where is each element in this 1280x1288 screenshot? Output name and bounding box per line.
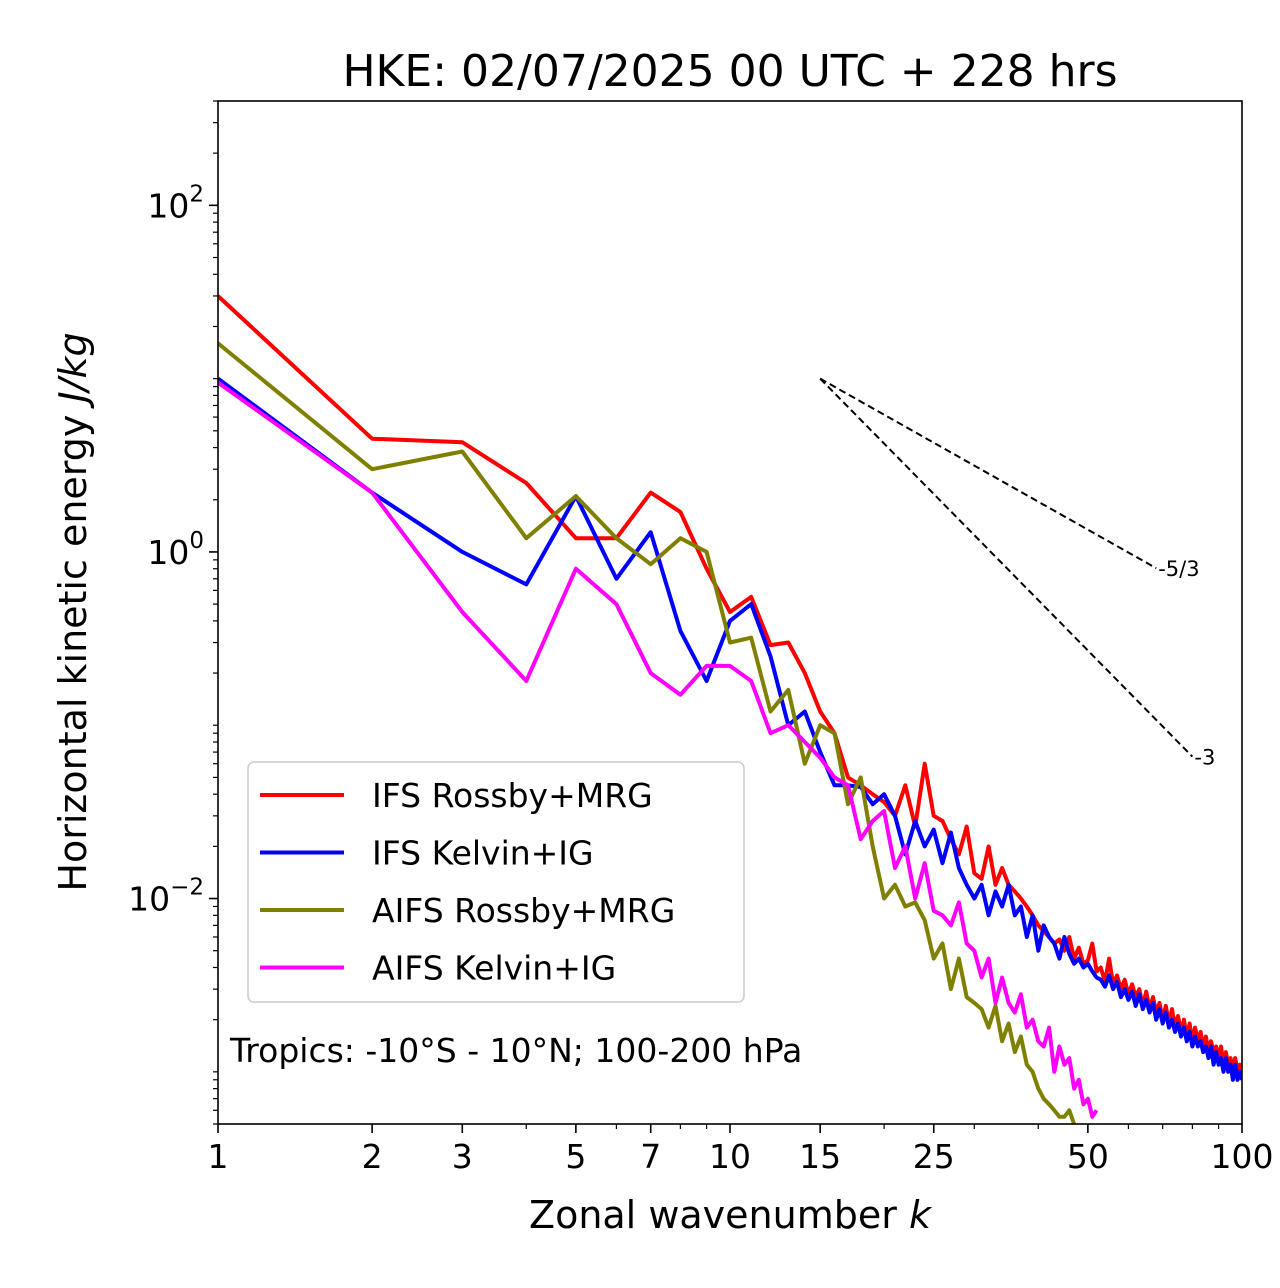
plot-frame <box>217 100 1243 1125</box>
legend-label: AIFS Kelvin+IG <box>372 949 616 988</box>
reference-slope-label: -5/3 <box>1158 557 1199 581</box>
legend-label: AIFS Rossby+MRG <box>372 891 675 930</box>
reference-slope-line <box>819 377 1194 758</box>
reference-slope-line <box>819 377 1157 570</box>
series-lines <box>218 294 1242 1124</box>
series-line <box>218 380 1099 1119</box>
series-line <box>218 294 1242 1074</box>
x-tick-label: 100 <box>1211 1137 1274 1176</box>
x-tick-label: 5 <box>565 1137 586 1176</box>
y-tick-label: 100 <box>147 528 204 572</box>
axis-ticks: 1 2 3 5 7 10 15 25 50 100 10−2 100 102 <box>128 100 1274 1176</box>
y-tick-label: 102 <box>147 181 204 225</box>
y-axis-label: Horizontal kinetic energy J/kg <box>51 332 95 891</box>
reference-slope-label: -3 <box>1194 746 1215 770</box>
reference-lines <box>819 377 1194 758</box>
x-axis-label-symbol: k <box>909 1193 933 1237</box>
series-line <box>218 341 1076 1124</box>
x-tick-label: 25 <box>913 1137 955 1176</box>
x-tick-label: 50 <box>1067 1137 1109 1176</box>
legend-label: IFS Rossby+MRG <box>372 776 653 815</box>
legend: IFS Rossby+MRG IFS Kelvin+IG AIFS Rossby+M… <box>247 761 745 1003</box>
x-tick-label: 1 <box>208 1137 229 1176</box>
y-axis-label-unit: J/kg <box>51 332 95 409</box>
legend-label: IFS Kelvin+IG <box>372 834 594 873</box>
x-tick-label: 15 <box>799 1137 841 1176</box>
x-axis-label-text: Zonal wavenumber <box>529 1193 897 1237</box>
x-axis-label: Zonal wavenumber k <box>529 1193 933 1237</box>
region-annotation: Tropics: -10°S - 10°N; 100-200 hPa <box>229 1031 802 1070</box>
x-tick-label: 2 <box>362 1137 383 1176</box>
legend-box <box>247 761 745 1003</box>
y-tick-label: 10−2 <box>128 875 204 919</box>
x-tick-label: 7 <box>640 1137 661 1176</box>
x-tick-label: 3 <box>452 1137 473 1176</box>
y-axis-label-text: Horizontal kinetic energy <box>51 415 95 892</box>
x-tick-label: 10 <box>709 1137 751 1176</box>
chart-title: HKE: 02/07/2025 00 UTC + 228 hrs <box>342 46 1117 97</box>
